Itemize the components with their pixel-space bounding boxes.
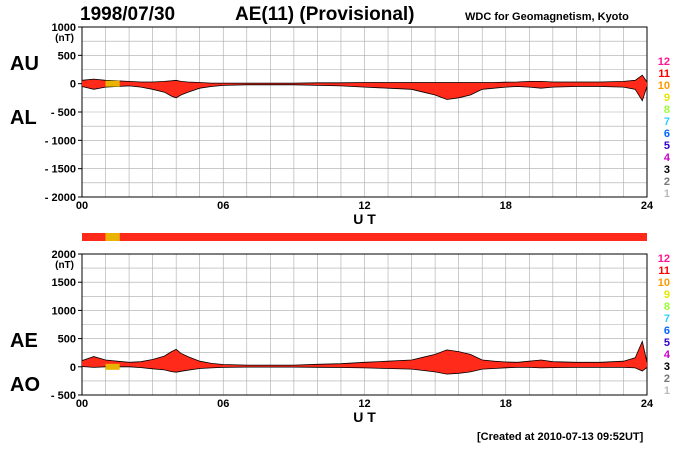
x-tick-label: 00 <box>76 398 88 410</box>
station-legend-label: 4 <box>664 152 671 164</box>
x-tick-label: 24 <box>641 200 654 212</box>
station-legend-label: 6 <box>664 325 670 337</box>
x-tick-label: 18 <box>500 200 512 212</box>
series-label-ao: AO <box>10 374 40 396</box>
series-area-au-al <box>82 75 647 101</box>
series-label-al: AL <box>10 107 37 129</box>
y-tick-label: 1000 <box>52 22 76 34</box>
y-tick-label: 500 <box>58 334 76 346</box>
x-tick-label: 00 <box>76 200 88 212</box>
source-label: WDC for Geomagnetism, Kyoto <box>465 11 629 23</box>
x-tick-label: 06 <box>217 200 229 212</box>
x-tick-label: 12 <box>358 200 370 212</box>
station-legend-label: 5 <box>664 140 670 152</box>
chart-title: AE(11) (Provisional) <box>235 4 415 25</box>
station-count-band <box>119 233 647 241</box>
y-tick-label: 1500 <box>52 277 76 289</box>
unit-label: (nT) <box>55 260 74 271</box>
station-legend-label: 9 <box>664 289 670 301</box>
series-label-ae: AE <box>10 330 38 352</box>
series-line-ao <box>81 366 648 375</box>
y-tick-label: - 500 <box>51 390 76 402</box>
station-count-band <box>105 233 120 241</box>
station-count-marker <box>105 80 120 87</box>
x-tick-label: 12 <box>358 398 370 410</box>
x-tick-label: 06 <box>217 398 229 410</box>
plot-frame <box>81 253 648 396</box>
y-tick-label: - 1500 <box>45 164 76 176</box>
station-legend-label: 12 <box>658 253 670 265</box>
series-area-ae-ao <box>82 341 647 375</box>
station-legend-label: 2 <box>664 373 670 385</box>
station-legend-label: 1 <box>664 188 670 200</box>
station-legend-label: 3 <box>664 164 670 176</box>
station-legend-label: 1 <box>664 385 670 397</box>
y-tick-label: - 2000 <box>45 192 76 204</box>
unit-label: (nT) <box>55 33 74 44</box>
series-label-au: AU <box>10 53 39 75</box>
station-legend-label: 10 <box>658 80 670 92</box>
y-tick-label: 1000 <box>52 305 76 317</box>
station-legend-label: 4 <box>664 349 671 361</box>
station-legend-label: 6 <box>664 128 670 140</box>
created-timestamp: [Created at 2010-07-13 09:52UT] <box>477 431 644 443</box>
station-count-band <box>82 233 106 241</box>
x-axis-label: U T <box>353 211 376 227</box>
x-tick-label: 24 <box>641 398 654 410</box>
y-tick-label: - 1000 <box>45 135 76 147</box>
series-line-au <box>81 74 648 84</box>
x-axis-label: U T <box>353 409 376 425</box>
station-legend-label: 3 <box>664 361 670 373</box>
station-count-marker <box>105 363 120 370</box>
y-tick-label: 500 <box>58 50 76 62</box>
y-tick-label: - 500 <box>51 107 76 119</box>
station-legend-label: 7 <box>664 116 670 128</box>
date-title: 1998/07/30 <box>80 4 176 25</box>
station-legend-label: 9 <box>664 92 670 104</box>
station-legend-label: 7 <box>664 313 670 325</box>
y-tick-label: 2000 <box>52 249 76 261</box>
y-tick-label: 0 <box>70 79 76 91</box>
series-line-ae <box>81 340 648 366</box>
station-legend-label: 2 <box>664 176 670 188</box>
station-legend-label: 5 <box>664 337 670 349</box>
y-tick-label: 0 <box>70 362 76 374</box>
station-legend-label: 11 <box>658 265 670 277</box>
station-legend-label: 8 <box>664 104 670 116</box>
station-legend-label: 10 <box>658 277 670 289</box>
station-legend-label: 8 <box>664 301 670 313</box>
station-legend-label: 11 <box>658 68 670 80</box>
station-legend-label: 12 <box>658 56 670 68</box>
series-line-al <box>81 84 648 102</box>
x-tick-label: 18 <box>500 398 512 410</box>
